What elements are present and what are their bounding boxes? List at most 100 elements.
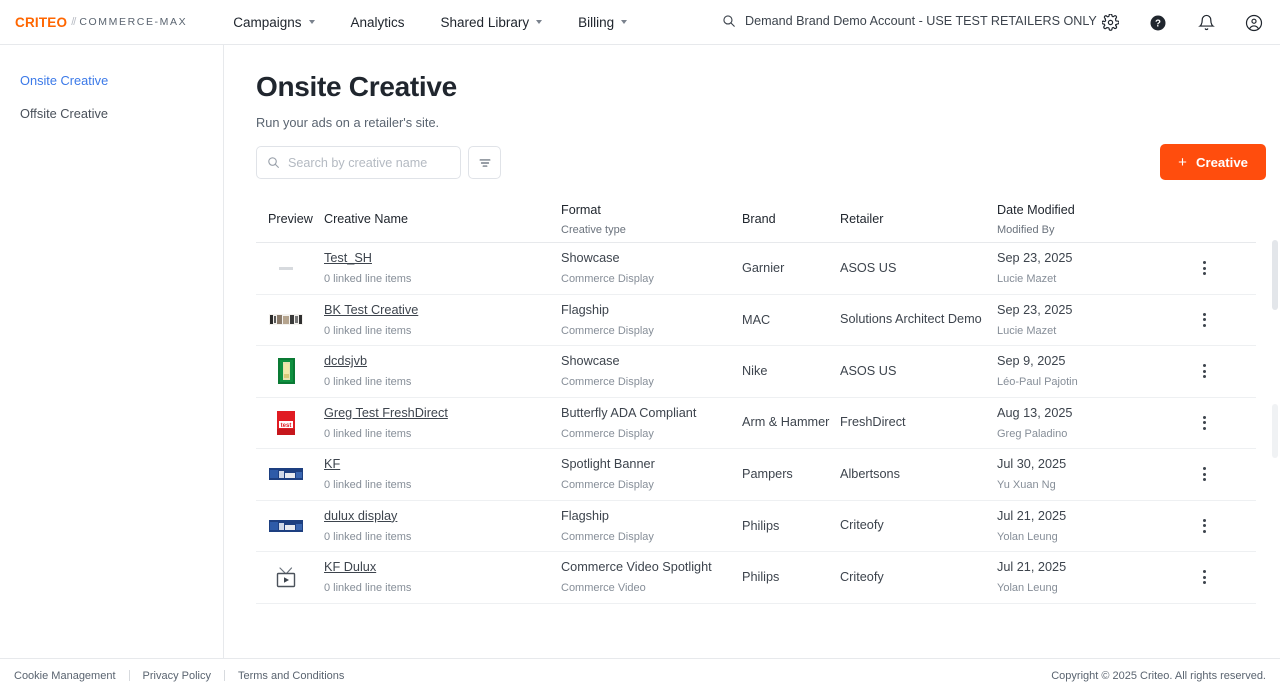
nav-item-analytics[interactable]: Analytics [333, 0, 423, 44]
cell-preview: test [256, 410, 324, 436]
cell-retailer: ASOS US [840, 260, 897, 275]
table-row[interactable]: Test_SH 0 linked line items Showcase Com… [256, 243, 1256, 295]
kebab-menu-icon[interactable] [1197, 513, 1212, 539]
add-creative-label: Creative [1195, 154, 1248, 170]
footer-links: Cookie Management Privacy Policy Terms a… [14, 670, 344, 682]
cell-brand: Nike [742, 364, 768, 379]
search-icon [268, 157, 279, 168]
nav-item-billing[interactable]: Billing [560, 0, 645, 44]
footer-divider [128, 670, 130, 681]
filter-button[interactable] [468, 146, 501, 179]
notification-bell-icon[interactable] [1196, 13, 1216, 33]
creative-name-link[interactable]: dcdsjvb [324, 354, 368, 369]
kebab-menu-icon[interactable] [1197, 255, 1212, 281]
cell-date-modified: Jul 21, 2025 Yolan Leung [997, 560, 1175, 594]
table-header-row: Preview Creative Name Format Creative ty… [256, 196, 1256, 243]
modified-by-label: Greg Paladino [997, 427, 1068, 440]
column-header-date-modified: Date Modified Modified By [997, 203, 1175, 236]
column-header-creative-name: Creative Name [324, 212, 408, 226]
date-modified-label: Jul 30, 2025 [997, 457, 1067, 472]
search-box[interactable] [256, 146, 461, 179]
cell-retailer: Solutions Architect Demo [840, 312, 982, 327]
creatives-table: Preview Creative Name Format Creative ty… [256, 196, 1256, 604]
table-row[interactable]: test Greg Test FreshDirect 0 linked line… [256, 398, 1256, 449]
blue-banner-thumbnail [268, 461, 304, 487]
kebab-menu-icon[interactable] [1197, 358, 1212, 384]
table-row[interactable]: KF 0 linked line items Spotlight Banner … [256, 449, 1256, 501]
nav-item-label: Campaigns [233, 14, 302, 30]
table-row[interactable]: dulux display 0 linked line items Flagsh… [256, 501, 1256, 552]
cell-creative-name: dulux display 0 linked line items [324, 509, 561, 543]
linked-line-items-label: 0 linked line items [324, 376, 412, 389]
cell-date-modified: Sep 23, 2025 Lucie Mazet [997, 303, 1175, 337]
footer-link-privacy-policy[interactable]: Privacy Policy [142, 669, 211, 682]
kebab-menu-icon[interactable] [1197, 307, 1212, 333]
page-title: Onsite Creative [256, 71, 457, 102]
linked-line-items-label: 0 linked line items [324, 324, 412, 337]
cell-preview [256, 461, 324, 487]
creative-type-label: Commerce Video [561, 582, 646, 595]
footer-divider [223, 670, 225, 681]
modified-by-label: Léo-Paul Pajotin [997, 376, 1078, 389]
table-row[interactable]: BK Test Creative 0 linked line items Fla… [256, 295, 1256, 346]
footer-link-cookie-management[interactable]: Cookie Management [14, 669, 116, 682]
plus-icon: + [1178, 153, 1187, 171]
modified-by-label: Yolan Leung [997, 582, 1058, 595]
format-label: Flagship [561, 302, 609, 317]
cell-brand: MAC [742, 312, 771, 327]
creative-name-link[interactable]: KF Dulux [324, 560, 377, 575]
creative-name-link[interactable]: KF [324, 457, 341, 472]
inner-scrollbar-thumb[interactable] [1272, 404, 1278, 458]
add-creative-button[interactable]: + Creative [1160, 144, 1266, 180]
nav-item-shared-library[interactable]: Shared Library [423, 0, 561, 44]
creative-name-link[interactable]: dulux display [324, 508, 398, 523]
column-header-modified-by-label: Modified By [997, 223, 1055, 236]
user-account-icon[interactable] [1244, 13, 1264, 33]
linked-line-items-label: 0 linked line items [324, 582, 412, 595]
cell-format: Showcase Commerce Display [561, 251, 742, 285]
cell-brand: Philips [742, 518, 780, 533]
table-toolbar: + Creative [256, 144, 1266, 180]
chevron-down-icon [536, 20, 543, 24]
cell-preview [256, 307, 324, 333]
cell-date-modified: Sep 9, 2025 Léo-Paul Pajotin [997, 354, 1175, 388]
creative-name-link[interactable]: Greg Test FreshDirect [324, 405, 448, 420]
format-label: Commerce Video Spotlight [561, 560, 712, 575]
cell-format: Butterfly ADA Compliant Commerce Display [561, 406, 742, 440]
logo-separator: // [71, 16, 76, 28]
top-navigation-bar: CRITEO // COMMERCE-MAX Campaigns Analyti… [0, 0, 1280, 45]
cell-creative-name: KF Dulux 0 linked line items [324, 560, 561, 594]
kebab-menu-icon[interactable] [1197, 461, 1212, 487]
column-header-creative-type-label: Creative type [561, 223, 626, 236]
cell-creative-name: Test_SH 0 linked line items [324, 251, 561, 285]
table-row[interactable]: KF Dulux 0 linked line items Commerce Vi… [256, 552, 1256, 604]
table-row[interactable]: dcdsjvb 0 linked line items Showcase Com… [256, 346, 1256, 398]
vertical-scrollbar-thumb[interactable] [1272, 240, 1278, 310]
cell-actions [1175, 513, 1233, 539]
search-icon [723, 15, 735, 27]
left-sidebar: Onsite Creative Offsite Creative [0, 45, 224, 658]
video-thumbnail [268, 564, 304, 590]
nav-item-campaigns[interactable]: Campaigns [215, 0, 332, 44]
nav-item-label: Billing [578, 14, 615, 30]
account-selector[interactable]: Demand Brand Demo Account - USE TEST RET… [722, 14, 1097, 28]
format-label: Showcase [561, 251, 620, 266]
filter-icon [479, 158, 490, 167]
kebab-menu-icon[interactable] [1197, 410, 1212, 436]
creative-name-link[interactable]: BK Test Creative [324, 302, 419, 317]
linked-line-items-label: 0 linked line items [324, 273, 412, 286]
footer-link-terms-and-conditions[interactable]: Terms and Conditions [237, 669, 345, 682]
blue-banner-thumbnail [268, 513, 304, 539]
gear-icon[interactable] [1100, 13, 1120, 33]
sidebar-item-label: Offsite Creative [20, 106, 108, 121]
criteo-commerce-max-logo[interactable]: CRITEO // COMMERCE-MAX [15, 15, 187, 30]
creative-name-link[interactable]: Test_SH [324, 251, 372, 266]
creative-type-label: Commerce Display [561, 273, 654, 286]
search-input[interactable] [288, 155, 448, 170]
sidebar-item-offsite-creative[interactable]: Offsite Creative [0, 97, 223, 130]
sidebar-item-onsite-creative[interactable]: Onsite Creative [0, 64, 223, 97]
cell-date-modified: Sep 23, 2025 Lucie Mazet [997, 251, 1175, 285]
help-icon[interactable]: ? [1148, 13, 1168, 33]
kebab-menu-icon[interactable] [1197, 564, 1212, 590]
